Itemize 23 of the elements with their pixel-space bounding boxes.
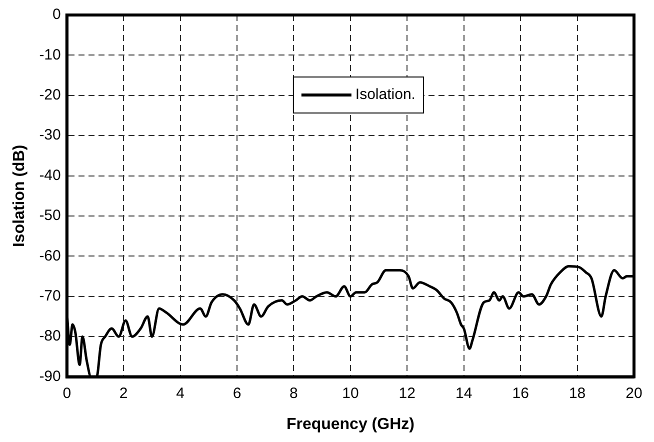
- y-tick-label: -30: [39, 126, 61, 144]
- x-axis-title: Frequency (GHz): [286, 416, 414, 433]
- x-tick-label: 4: [176, 384, 184, 402]
- y-tick-label: -10: [39, 46, 61, 64]
- legend-label: Isolation.: [355, 86, 416, 104]
- x-tick-label: 6: [232, 384, 242, 402]
- y-tick-label: -60: [39, 247, 61, 264]
- y-tick-label: -40: [39, 166, 61, 184]
- y-tick-label: -50: [39, 207, 61, 224]
- y-tick-label: -20: [39, 86, 61, 104]
- x-tick-label: 10: [342, 384, 359, 402]
- y-axis-title: Isolation (dB): [11, 144, 28, 248]
- x-tick-label: 8: [290, 384, 298, 402]
- x-tick-label: 16: [512, 384, 529, 402]
- x-tick-label: 12: [398, 384, 416, 402]
- x-tick-label: 18: [568, 384, 586, 402]
- x-tick-label: 14: [456, 384, 472, 402]
- x-tick-label: 2: [119, 384, 128, 402]
- y-tick-label: 0: [52, 6, 61, 24]
- y-tick-label: -90: [39, 368, 61, 385]
- y-tick-label: -80: [39, 328, 61, 345]
- x-tick-label: 20: [626, 384, 642, 402]
- y-tick-label: -70: [39, 288, 61, 305]
